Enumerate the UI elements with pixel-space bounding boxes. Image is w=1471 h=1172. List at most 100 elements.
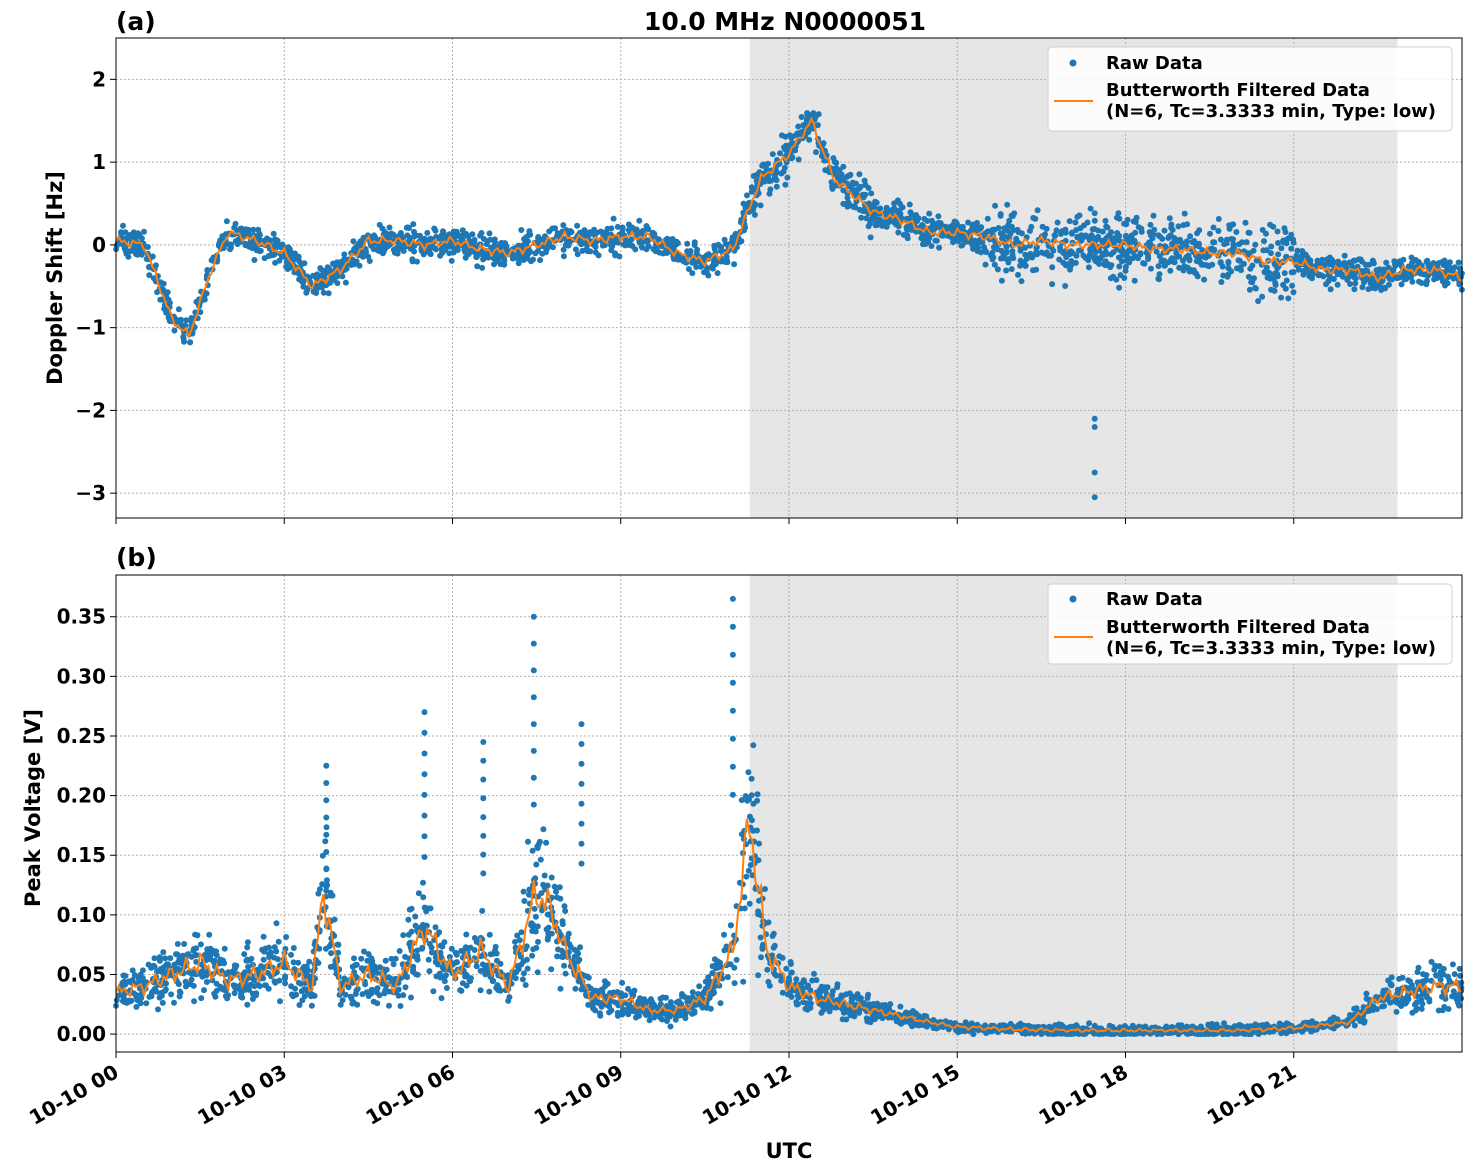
raw-data-point <box>865 223 872 230</box>
raw-data-point <box>143 1000 150 1007</box>
raw-data-point <box>777 150 783 157</box>
raw-data-point <box>439 943 446 950</box>
raw-data-point <box>820 140 827 147</box>
raw-data-point <box>1092 257 1099 264</box>
raw-data-point <box>1414 969 1421 976</box>
raw-data-point <box>1405 263 1412 270</box>
raw-data-point <box>587 985 594 992</box>
raw-data-point <box>1351 286 1358 293</box>
raw-data-point <box>424 229 431 236</box>
raw-data-point <box>754 797 761 804</box>
raw-data-point <box>1357 1018 1364 1024</box>
raw-data-point <box>763 166 770 172</box>
raw-data-point <box>974 219 980 226</box>
raw-data-point <box>738 831 745 838</box>
raw-data-point <box>323 945 329 952</box>
raw-data-point <box>268 949 274 956</box>
raw-data-point <box>653 246 660 253</box>
raw-data-point <box>438 995 445 1002</box>
raw-data-point <box>758 954 764 961</box>
raw-data-point <box>549 225 556 232</box>
raw-data-point <box>241 951 248 958</box>
raw-data-point <box>1211 239 1218 246</box>
raw-data-point <box>815 111 822 118</box>
raw-data-point <box>420 879 426 886</box>
raw-data-point <box>408 245 415 252</box>
raw-data-point <box>1420 978 1427 985</box>
raw-data-point <box>1132 229 1139 236</box>
raw-data-point <box>1334 281 1341 288</box>
raw-data-point <box>1317 272 1324 279</box>
raw-data-point <box>526 891 532 898</box>
raw-data-point <box>677 254 684 261</box>
legend-filtered-label-line2: (N=6, Tc=3.3333 min, Type: low) <box>1106 101 1436 122</box>
raw-data-point <box>1388 982 1395 989</box>
raw-data-point <box>1411 1001 1418 1008</box>
raw-data-point <box>351 246 358 253</box>
raw-data-point <box>1441 1004 1448 1010</box>
raw-data-point <box>361 948 367 955</box>
raw-data-point <box>534 969 541 976</box>
raw-data-point <box>499 240 505 246</box>
raw-data-point <box>296 258 303 265</box>
raw-data-point <box>721 931 727 938</box>
raw-data-point <box>710 988 717 995</box>
raw-data-point <box>1021 244 1028 251</box>
raw-data-point <box>876 218 882 225</box>
raw-data-point <box>1386 281 1392 288</box>
raw-data-point <box>574 222 581 229</box>
raw-data-point <box>904 232 911 239</box>
raw-data-point <box>167 955 174 962</box>
raw-data-point <box>242 231 248 238</box>
raw-data-point <box>1392 261 1399 268</box>
raw-data-point <box>1033 266 1040 273</box>
raw-data-point <box>273 920 280 927</box>
raw-data-point <box>1215 228 1222 234</box>
raw-data-point <box>1064 261 1070 268</box>
raw-data-point <box>1264 274 1271 281</box>
raw-data-point <box>794 1001 801 1008</box>
raw-data-point <box>204 267 211 274</box>
raw-data-point <box>525 232 532 239</box>
raw-data-point <box>936 244 943 251</box>
raw-data-point <box>1032 215 1039 222</box>
raw-data-point <box>395 986 402 993</box>
raw-data-point <box>244 1001 251 1008</box>
raw-data-point <box>521 898 528 904</box>
raw-data-point <box>1116 215 1123 222</box>
raw-data-point <box>604 225 611 232</box>
raw-data-point <box>1114 230 1121 236</box>
raw-data-point <box>1033 249 1040 256</box>
raw-data-point <box>1228 268 1235 275</box>
raw-data-point <box>1425 262 1432 269</box>
raw-data-point <box>637 995 643 1002</box>
raw-data-point <box>149 253 156 260</box>
raw-data-point <box>864 1018 871 1025</box>
raw-data-point <box>904 226 911 233</box>
raw-data-point <box>306 989 313 996</box>
raw-data-point <box>192 931 199 938</box>
raw-data-point <box>991 261 998 268</box>
raw-data-point <box>1027 250 1034 257</box>
raw-data-point <box>432 924 439 931</box>
raw-data-point <box>1184 221 1191 228</box>
raw-data-point <box>437 252 444 259</box>
raw-data-point <box>523 956 530 963</box>
raw-data-point <box>1063 252 1070 259</box>
raw-data-point <box>534 923 541 930</box>
raw-data-point <box>146 264 152 271</box>
raw-data-point <box>386 224 393 231</box>
raw-data-point <box>522 982 529 988</box>
raw-data-point <box>380 249 387 255</box>
raw-data-point <box>290 256 297 263</box>
raw-data-point <box>1210 224 1217 231</box>
raw-data-point <box>333 259 340 266</box>
raw-data-point <box>788 969 795 976</box>
raw-data-point <box>334 280 341 287</box>
raw-data-point <box>315 960 322 966</box>
raw-data-point <box>992 202 999 209</box>
raw-data-point <box>1034 207 1041 214</box>
raw-data-point <box>443 985 450 991</box>
raw-data-point <box>710 260 717 267</box>
raw-data-point <box>354 1001 361 1008</box>
